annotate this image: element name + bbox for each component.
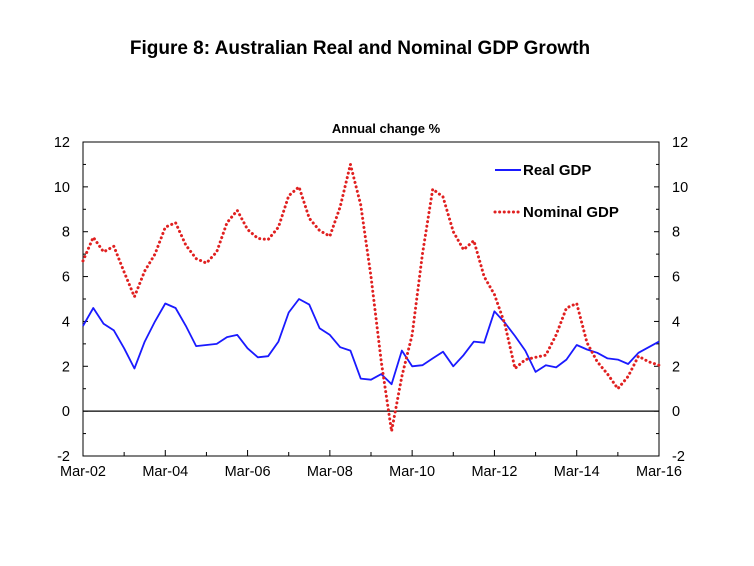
y-tick-label-right: 4: [672, 314, 680, 330]
y-tick-label-left: 4: [62, 314, 70, 330]
x-tick-label: Mar-14: [554, 464, 600, 480]
y-tick-label-right: 2: [672, 359, 680, 375]
x-tick-label: Mar-02: [60, 464, 106, 480]
y-tick-label-left: 12: [54, 135, 70, 151]
x-tick-label: Mar-12: [471, 464, 517, 480]
x-tick-label: Mar-06: [225, 464, 271, 480]
y-axis-caption: Annual change %: [332, 121, 441, 136]
y-tick-label-right: 12: [672, 135, 688, 151]
y-tick-label-right: 6: [672, 270, 680, 286]
y-tick-label-left: 8: [62, 225, 70, 241]
series-line-real-gdp: [82, 298, 660, 386]
y-tick-label-right: 8: [672, 225, 680, 241]
y-tick-label-left: 6: [62, 270, 70, 286]
series-group: [81, 162, 661, 433]
axes-group: -2 -2 0 0 2 2 4 4 6 6 8 8 10 10 12 12 Mar-02 Mar-04 Mar-06…: [54, 135, 688, 480]
y-tick-label-left: 0: [62, 404, 70, 420]
legend-label-nominal-gdp: Nominal GDP: [523, 204, 619, 221]
legend: Real GDP Nominal GDP: [493, 162, 619, 221]
y-tick-label-left: 2: [62, 359, 70, 375]
x-tick-label: Mar-08: [307, 464, 353, 480]
y-tick-label-left: 10: [54, 180, 70, 196]
chart-title: Figure 8: Australian Real and Nominal GD…: [129, 38, 591, 59]
x-tick-label: Mar-10: [389, 464, 435, 480]
y-tick-label-right: -2: [672, 449, 685, 465]
x-tick-label: Mar-16: [636, 464, 682, 480]
y-tick-label-right: 10: [672, 180, 688, 196]
y-tick-label-right: 0: [672, 404, 680, 420]
y-tick-label-left: -2: [57, 449, 70, 465]
series-line-nominal-gdp: [81, 162, 661, 433]
plot-frame: [82, 141, 660, 457]
legend-label-real-gdp: Real GDP: [523, 162, 591, 179]
x-tick-label: Mar-04: [142, 464, 188, 480]
